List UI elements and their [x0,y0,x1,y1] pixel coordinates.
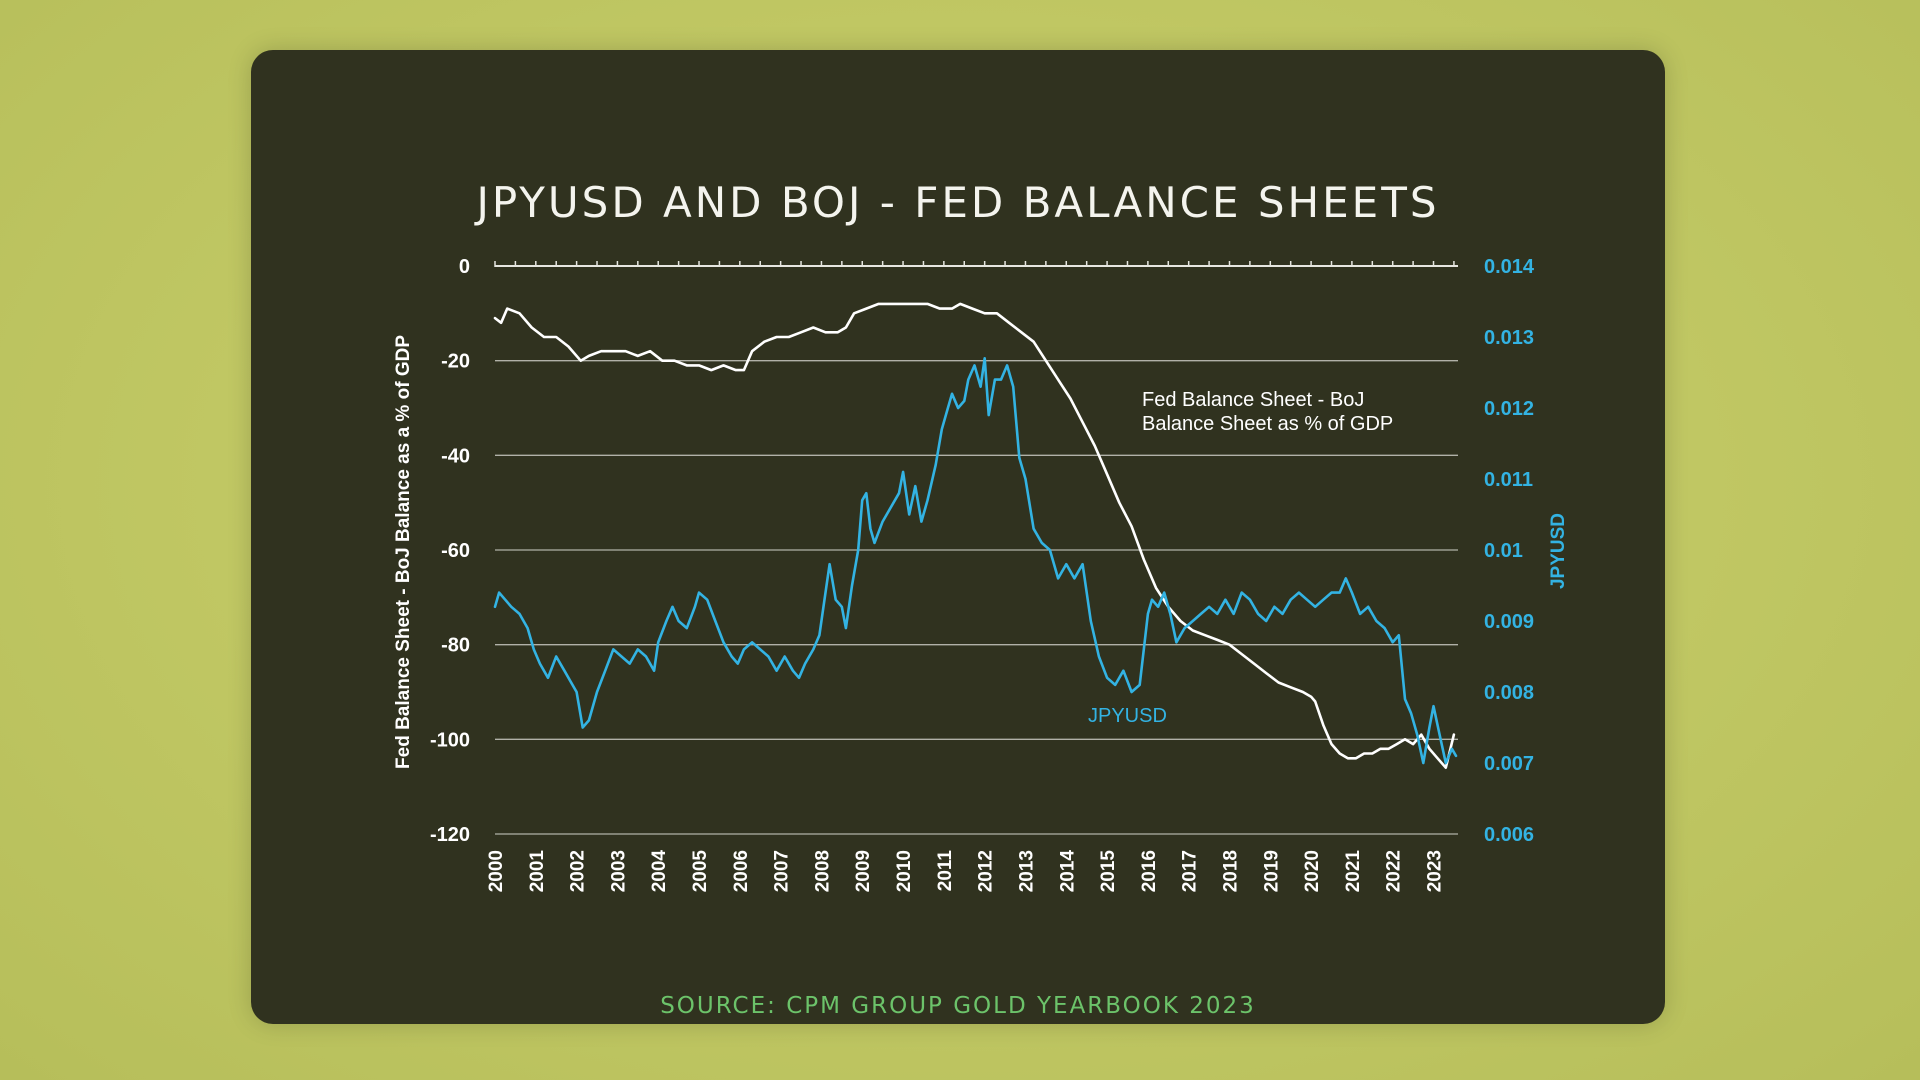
y-right-tick-label: 0.014 [1484,256,1535,278]
x-tick-label: 2022 [1384,850,1405,892]
y-left-tick-label: -40 [441,445,470,467]
x-axis: 2000 2001 2002 2003 2004 2005 2006 2007 2008 2009… [486,850,1446,893]
y-right-tick-label: 0.01 [1484,540,1523,562]
chart-card: JPYUSD AND BOJ - FED BALANCE SHEETS SOUR… [251,50,1665,1024]
x-tick-label: 2005 [690,850,711,893]
x-tick-label: 2016 [1139,850,1160,892]
series-label-balance-sheet-line2: Balance Sheet as % of GDP [1142,413,1393,435]
x-tick-label: 2003 [608,850,629,892]
x-tick-label: 2019 [1261,850,1282,892]
x-tick-label: 2002 [568,850,589,892]
x-tick-label: 2020 [1302,850,1323,892]
y-left-tick-label: -100 [430,729,470,751]
series-line-balance-sheet [493,302,1456,770]
x-tick-label: 2013 [1016,850,1037,892]
y-left-tick-label: 0 [459,256,470,278]
y-right-tick-label: 0.006 [1484,824,1534,846]
x-tick-label: 2010 [894,850,915,892]
y-right-tick-label: 0.008 [1484,682,1534,704]
y-right-tick-label: 0.007 [1484,753,1534,775]
x-tick-label: 2009 [853,850,874,892]
x-tick-label: 2000 [486,850,507,892]
series-label-balance-sheet-line1: Fed Balance Sheet - BoJ [1142,389,1364,411]
x-tick-label: 2021 [1343,850,1364,893]
y-right-tick-label: 0.009 [1484,611,1534,633]
x-tick-label: 2006 [731,850,752,892]
chart-title: JPYUSD AND BOJ - FED BALANCE SHEETS [476,178,1440,227]
y-axis-left: 0 -20 -40 -60 -80 -100 -120 [430,256,470,846]
y-left-tick-label: -120 [430,824,470,846]
series-lines [493,302,1458,770]
x-tick-label: 2012 [976,850,997,892]
source-note: SOURCE: CPM GROUP GOLD YEARBOOK 2023 [660,993,1256,1019]
y-right-axis-label: JPYUSD [1548,513,1569,589]
x-tick-label: 2007 [772,850,793,892]
y-right-tick-label: 0.012 [1484,398,1534,420]
x-tick-label: 2014 [1057,850,1078,893]
y-axis-right: 0.014 0.013 0.012 0.011 0.01 0.009 0.008 0.007 0… [1484,256,1535,846]
series-label-jpyusd: JPYUSD [1088,705,1167,727]
x-tick-label: 2001 [527,850,548,893]
y-right-tick-label: 0.013 [1484,327,1534,349]
x-tick-label: 2015 [1098,850,1119,893]
x-tick-label: 2004 [649,850,670,893]
x-tick-label: 2017 [1180,850,1201,892]
y-right-tick-label: 0.011 [1484,469,1533,491]
y-left-axis-label: Fed Balance Sheet - BoJ Balance as a % o… [393,335,414,769]
y-left-tick-label: -20 [441,351,470,373]
x-tick-label: 2018 [1220,850,1241,892]
series-line-jpyusd [493,356,1458,765]
axis-labels: Fed Balance Sheet - BoJ Balance as a % o… [393,335,1569,769]
y-left-tick-label: -60 [441,540,470,562]
x-tick-label: 2023 [1425,850,1446,892]
grid-lines [494,261,1458,835]
y-left-tick-label: -80 [441,635,470,657]
x-tick-label: 2011 [935,850,956,892]
x-tick-label: 2008 [812,850,833,892]
